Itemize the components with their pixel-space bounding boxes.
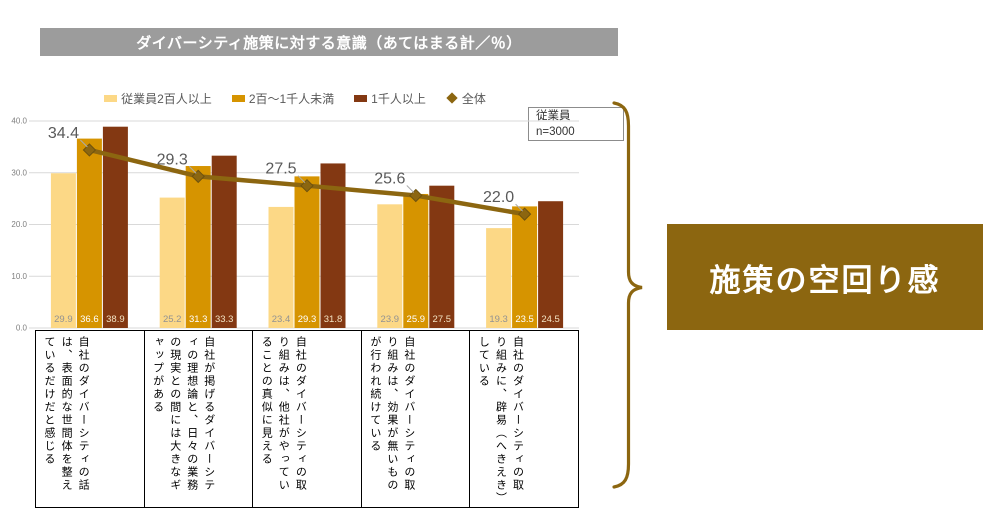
bar-value-label: 23.4 <box>272 314 291 325</box>
category-label: 自社のダイバーシティの取り組みに、辟易（へきえき）している <box>477 336 524 500</box>
legend-swatch-icon <box>231 94 245 102</box>
leader-line <box>406 185 415 193</box>
legend-label: 1千人以上 <box>371 91 426 106</box>
bar-value-label: 31.3 <box>189 314 208 325</box>
bar-value-label: 33.3 <box>215 314 234 325</box>
legend-swatch-icon <box>354 94 368 102</box>
y-tick-label: 10.0 <box>11 272 27 281</box>
bar <box>185 166 211 328</box>
bar <box>403 193 429 328</box>
line-marker-diamond <box>300 178 314 193</box>
leader-line <box>188 166 197 174</box>
y-tick-label: 20.0 <box>11 220 27 229</box>
line-marker-diamond <box>409 188 423 203</box>
bar <box>159 197 185 328</box>
legend-item: 従業員2百人以上 <box>104 90 212 107</box>
bar-value-label: 29.9 <box>54 314 73 325</box>
sample-note-line2: n=3000 <box>536 125 575 138</box>
line-value-label: 29.3 <box>157 151 188 168</box>
bar-value-label: 31.8 <box>324 314 343 325</box>
legend-item: 2百～1千人未満 <box>231 90 335 107</box>
line-value-label: 34.4 <box>48 125 79 142</box>
category-cell: 自社のダイバーシティの取り組みは、他社がやっていることの真似に見える <box>253 331 362 507</box>
category-axis: 自社のダイバーシティの話は、表面的な世間体を整えているだけだと感じる 自社が掲げる… <box>35 330 579 508</box>
category-label: 自社のダイバーシティの取り組みは、効果が無いものが行われ続けている <box>368 336 415 492</box>
bar <box>294 176 320 328</box>
bar <box>429 185 455 328</box>
sample-size-note: 従業員 n=3000 <box>528 107 624 141</box>
bar-value-label: 23.5 <box>515 314 534 325</box>
legend-swatch-icon <box>104 94 118 102</box>
line-marker-diamond <box>517 207 532 221</box>
y-tick-label: 30.0 <box>11 168 27 177</box>
bar-value-label: 29.3 <box>298 314 317 325</box>
bar <box>377 204 403 328</box>
bar <box>486 228 512 328</box>
leader-line <box>515 203 523 212</box>
category-label: 自社のダイバーシティの話は、表面的な世間体を整えているだけだと感じる <box>43 336 90 492</box>
legend-item: 全体 <box>446 90 486 107</box>
line-value-label: 25.6 <box>374 171 405 188</box>
legend-label: 従業員2百人以上 <box>121 91 212 106</box>
chart-legend: 従業員2百人以上 2百～1千人未満 1千人以上 全体 <box>55 88 535 108</box>
legend-label: 全体 <box>461 91 486 106</box>
page-title-text: ダイバーシティ施策に対する意識（あてはまる計／％） <box>136 34 522 52</box>
bar-value-label: 38.9 <box>106 314 125 325</box>
bar <box>76 138 102 328</box>
bar-value-label: 23.9 <box>381 314 400 325</box>
bar-value-label: 36.6 <box>80 314 99 325</box>
line-value-label: 27.5 <box>265 161 296 178</box>
legend-item: 1千人以上 <box>354 90 426 107</box>
leader-line <box>297 175 306 184</box>
bar-value-label: 25.9 <box>407 314 426 325</box>
category-cell: 自社のダイバーシティの話は、表面的な世間体を整えているだけだと感じる <box>36 331 145 507</box>
brace-shape <box>612 101 643 489</box>
bar <box>268 206 294 328</box>
line-value-label: 22.0 <box>483 189 514 206</box>
bar <box>211 155 237 328</box>
page-title: ダイバーシティ施策に対する意識（あてはまる計／％） <box>40 28 618 56</box>
bar <box>538 201 564 328</box>
line-marker-diamond <box>191 169 205 184</box>
bar <box>50 173 76 328</box>
bar-value-label: 24.5 <box>541 314 560 325</box>
bar-value-label: 25.2 <box>163 314 182 325</box>
category-cell: 自社が掲げるダイバーシティの理想論と、日々の業務の現実との間には大きなギャップが… <box>145 331 254 507</box>
callout-label: 施策の空回り感 <box>709 262 941 298</box>
bar <box>512 206 538 328</box>
brace-path <box>612 101 643 489</box>
bar-value-label: 19.3 <box>489 314 508 325</box>
category-cell: 自社のダイバーシティの取り組みに、辟易（へきえき）している <box>470 331 578 507</box>
legend-label: 2百～1千人未満 <box>248 91 335 106</box>
category-cell: 自社のダイバーシティの取り組みは、効果が無いものが行われ続けている <box>362 331 471 507</box>
bar-value-label: 27.5 <box>433 314 452 325</box>
category-label: 自社が掲げるダイバーシティの理想論と、日々の業務の現実との間には大きなギャップが… <box>151 336 215 492</box>
leader-line <box>80 139 88 148</box>
category-label: 自社のダイバーシティの取り組みは、他社がやっていることの真似に見える <box>260 336 307 492</box>
line-marker-diamond <box>82 143 97 157</box>
callout-box: 施策の空回り感 <box>667 224 983 330</box>
bar-line-chart: 0.0 10.0 20.0 30.0 40.0 29.9 25.2 23.4 23.9 19.3 3… <box>11 117 579 333</box>
y-tick-label: 40.0 <box>11 117 27 126</box>
y-tick-label: 0.0 <box>16 324 28 333</box>
sample-note-line1: 従業員 <box>536 110 571 122</box>
